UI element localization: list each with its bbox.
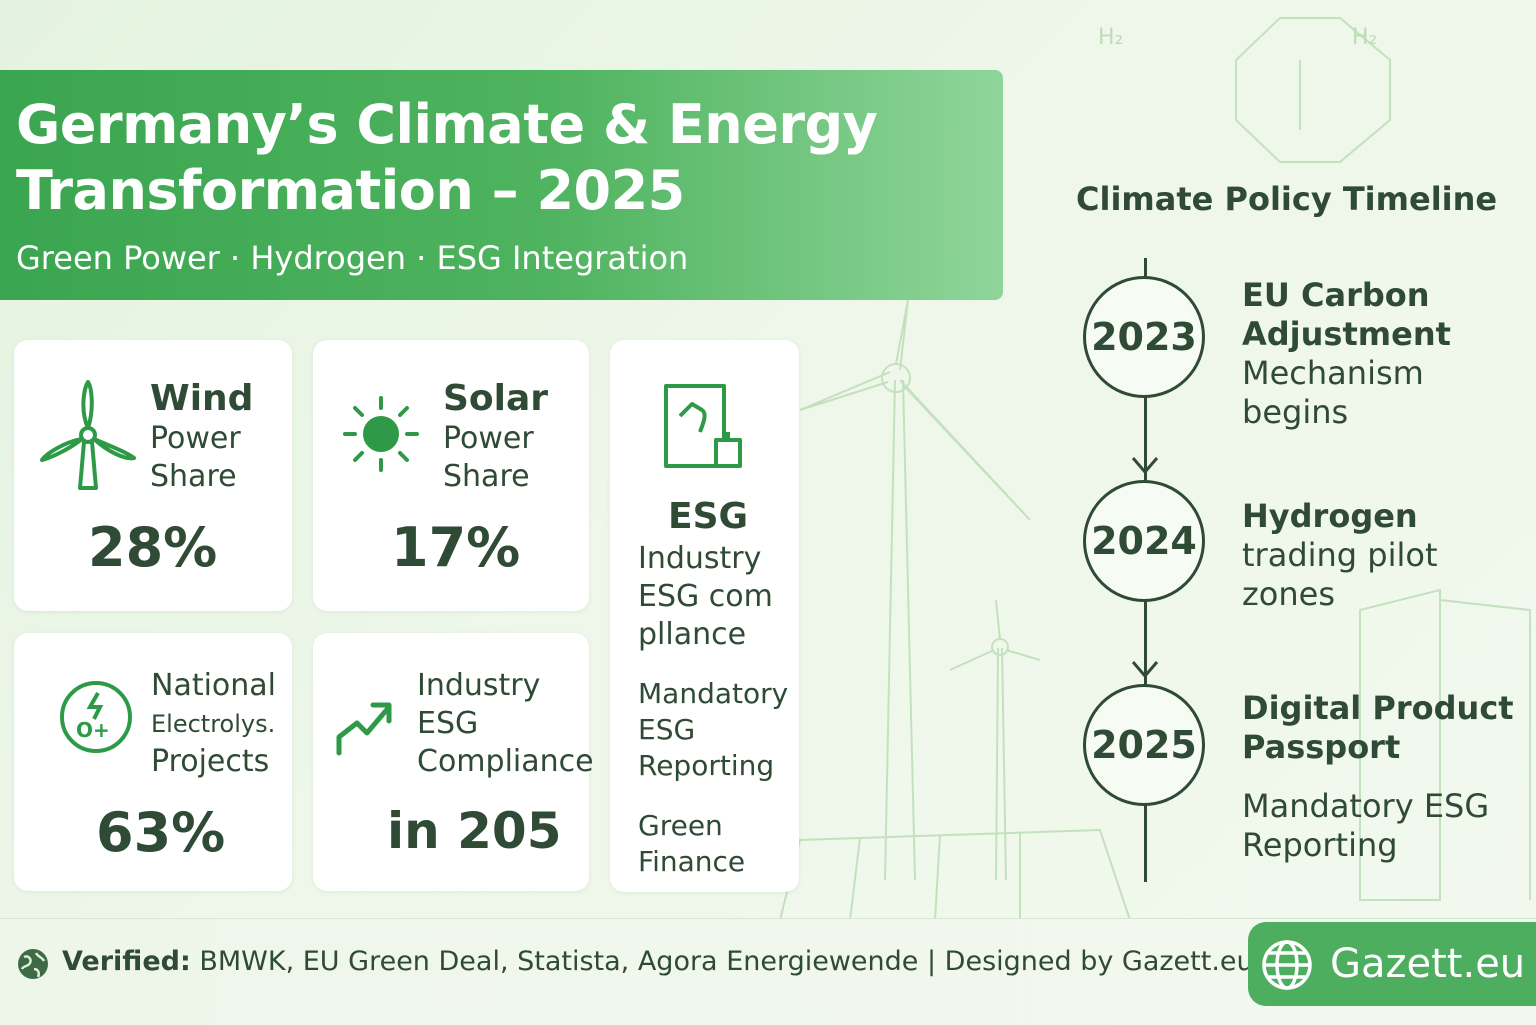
esg-desc-line: ESG com: [638, 579, 773, 614]
industry-line2: ESG: [417, 706, 479, 741]
electrolysis-line2: Electrolys.: [151, 710, 276, 738]
h2-label: H₂: [1352, 25, 1377, 50]
esg-card: ESG Industry ESG com pllance Mandatory E…: [610, 340, 799, 892]
globe-icon: [18, 949, 48, 979]
svg-text:O+: O+: [76, 718, 110, 742]
page-title: Germany’s Climate & Energy Transformatio…: [16, 92, 976, 224]
wind-share-value: 28%: [88, 516, 218, 579]
industry-value: in 205: [387, 802, 562, 860]
electrolysis-value: 63%: [96, 801, 226, 864]
esg-item-line: ESG: [638, 713, 696, 746]
title-line-1: Germany’s Climate & Energy: [16, 93, 878, 156]
footer-sources: Verified: BMWK, EU Green Deal, Statista,…: [62, 946, 1254, 977]
event-line: begins: [1242, 393, 1349, 431]
gazett-link-label: Gazett.eu: [1330, 941, 1526, 987]
event-line: Adjustment: [1242, 315, 1451, 353]
h2-label: H₂: [1098, 25, 1123, 50]
electrolysis-card: O+ National Electrolys. Projects 63%: [14, 633, 292, 891]
electrolysis-line1: National: [151, 668, 277, 703]
timeline-event-text: Digital Product Passport: [1242, 689, 1514, 767]
event-line: Reporting: [1242, 826, 1398, 864]
timeline-year: 2025: [1083, 684, 1205, 806]
timeline-event-extra: Mandatory ESG Reporting: [1242, 787, 1489, 865]
event-line: Digital Product: [1242, 689, 1514, 727]
trend-up-icon: [336, 702, 392, 756]
esg-item-line: Reporting: [638, 749, 775, 782]
arrow-down-icon: [1131, 661, 1159, 679]
event-line: Mechanism: [1242, 354, 1424, 392]
event-line: EU Carbon: [1242, 276, 1430, 314]
esg-item-line: Mandatory: [638, 677, 789, 710]
wind-card: Wind Power Share 28%: [14, 340, 292, 611]
timeline-year: 2023: [1083, 276, 1205, 398]
wind-card-title: Wind: [150, 378, 254, 419]
solar-card-title: Solar: [443, 378, 549, 419]
sun-icon: [343, 396, 419, 472]
industry-line1: Industry: [417, 668, 541, 703]
solar-card-line3: Share: [443, 459, 530, 494]
esg-desc-line: pllance: [638, 617, 747, 652]
globe-icon: [1262, 940, 1312, 990]
industry-card: Industry ESG Compliance in 205: [313, 633, 594, 891]
solar-card: Solar Power Share 17%: [313, 340, 589, 611]
document-icon: [664, 384, 742, 468]
sources-text: BMWK, EU Green Deal, Statista, Agora Ene…: [199, 946, 1254, 977]
electrolysis-line3: Projects: [151, 744, 270, 779]
timeline-year: 2024: [1083, 480, 1205, 602]
timeline-title: Climate Policy Timeline: [1076, 180, 1498, 218]
event-line: trading pilot: [1242, 536, 1438, 574]
solar-card-line2: Power: [443, 421, 534, 456]
event-line: Mandatory ESG: [1242, 787, 1490, 825]
solar-share-value: 17%: [391, 516, 521, 579]
gazett-link-button[interactable]: Gazett.eu: [1248, 922, 1536, 1006]
event-line: zones: [1242, 575, 1336, 613]
hydrogen-icon: O+: [60, 681, 132, 753]
verified-label: Verified:: [62, 946, 191, 977]
event-line: Passport: [1242, 728, 1401, 766]
esg-card-title: ESG: [668, 496, 749, 537]
wind-turbine-icon: [40, 380, 136, 490]
esg-desc-line: Industry: [638, 541, 762, 576]
header-banner: [0, 70, 1003, 300]
timeline-event-text: Hydrogen trading pilot zones: [1242, 497, 1438, 614]
wind-card-line2: Power: [150, 421, 241, 456]
event-line: Hydrogen: [1242, 497, 1418, 535]
page-subtitle: Green Power · Hydrogen · ESG Integration: [16, 239, 689, 277]
esg-item-line: Finance: [638, 845, 746, 878]
title-line-2: Transformation – 2025: [16, 159, 685, 222]
esg-item-line: Green: [638, 809, 723, 842]
wind-card-line3: Share: [150, 459, 237, 494]
industry-line3: Compliance: [417, 744, 594, 779]
arrow-down-icon: [1131, 457, 1159, 475]
timeline-event-text: EU Carbon Adjustment Mechanism begins: [1242, 276, 1451, 432]
